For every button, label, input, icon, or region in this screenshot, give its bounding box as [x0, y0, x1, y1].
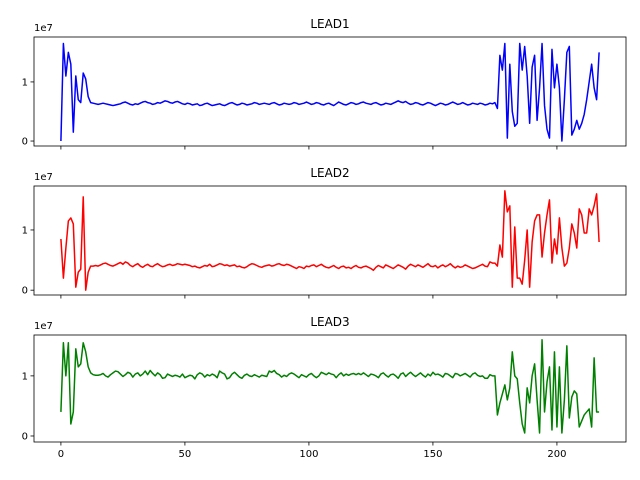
subplot-title: LEAD2 [310, 166, 349, 180]
x-tick-label: 50 [179, 449, 192, 460]
x-tick-label: 150 [423, 449, 442, 460]
x-tick-label: 0 [58, 449, 64, 460]
x-tick-label: 100 [299, 449, 318, 460]
y-tick-label: 1 [22, 225, 28, 236]
data-line [60, 339, 600, 434]
x-tick-label: 200 [547, 449, 566, 460]
y-offset-label: 1e7 [34, 321, 53, 332]
subplot-title: LEAD1 [310, 17, 349, 31]
axes-frame [33, 185, 627, 296]
y-tick-label: 0 [22, 286, 28, 297]
y-offset-label: 1e7 [34, 23, 53, 34]
subplot-title: LEAD3 [310, 315, 349, 329]
data-line [60, 42, 600, 142]
y-tick-label: 1 [22, 371, 28, 382]
axes-frame [33, 334, 627, 443]
y-tick-label: 1 [22, 77, 28, 88]
axes-frame [33, 36, 627, 147]
y-tick-label: 0 [22, 431, 28, 442]
y-offset-label: 1e7 [34, 172, 53, 183]
y-tick-label: 0 [22, 137, 28, 148]
data-line [60, 190, 600, 291]
